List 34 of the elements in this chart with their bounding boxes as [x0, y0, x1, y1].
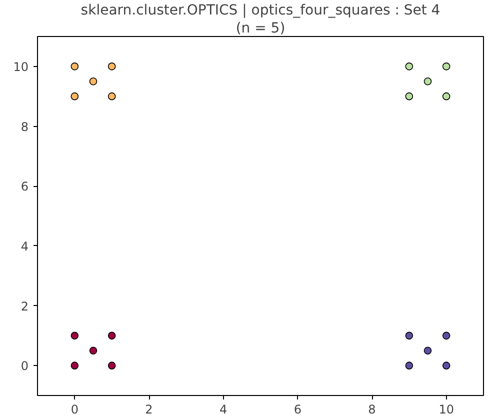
x-tick-label: 6	[294, 402, 302, 416]
y-tick-label: 0	[20, 359, 29, 374]
point	[89, 77, 98, 86]
point	[424, 77, 432, 86]
x-tick-label: 8	[368, 402, 376, 416]
point	[442, 62, 450, 70]
point	[108, 92, 116, 100]
chart-subtitle: (n = 5)	[236, 20, 286, 36]
y-tick-label: 6	[20, 180, 29, 194]
point	[442, 362, 450, 370]
x-tick-label: 2	[145, 402, 153, 416]
chart-title: sklearn.cluster.OPTICS | optics_four_squares : Set 4	[80, 2, 440, 18]
x-tick-label: 0	[70, 402, 78, 416]
point	[424, 346, 432, 355]
point	[108, 362, 116, 370]
point	[405, 332, 414, 340]
x-tick-label: 10	[438, 402, 454, 416]
point	[405, 362, 414, 370]
x-tick-label: 4	[220, 402, 228, 416]
point	[70, 62, 79, 70]
y-tick-label: 2	[20, 299, 29, 314]
point	[108, 62, 116, 70]
point	[70, 332, 79, 340]
point	[442, 332, 450, 340]
y-tick-label: 4	[20, 239, 29, 254]
y-tick-label: 8	[20, 120, 29, 134]
point	[405, 62, 414, 70]
point	[70, 362, 79, 370]
point	[89, 346, 98, 355]
point	[108, 332, 116, 340]
point	[405, 92, 414, 100]
y-tick-label: 10	[13, 60, 29, 74]
point	[70, 92, 79, 100]
point	[442, 92, 450, 100]
